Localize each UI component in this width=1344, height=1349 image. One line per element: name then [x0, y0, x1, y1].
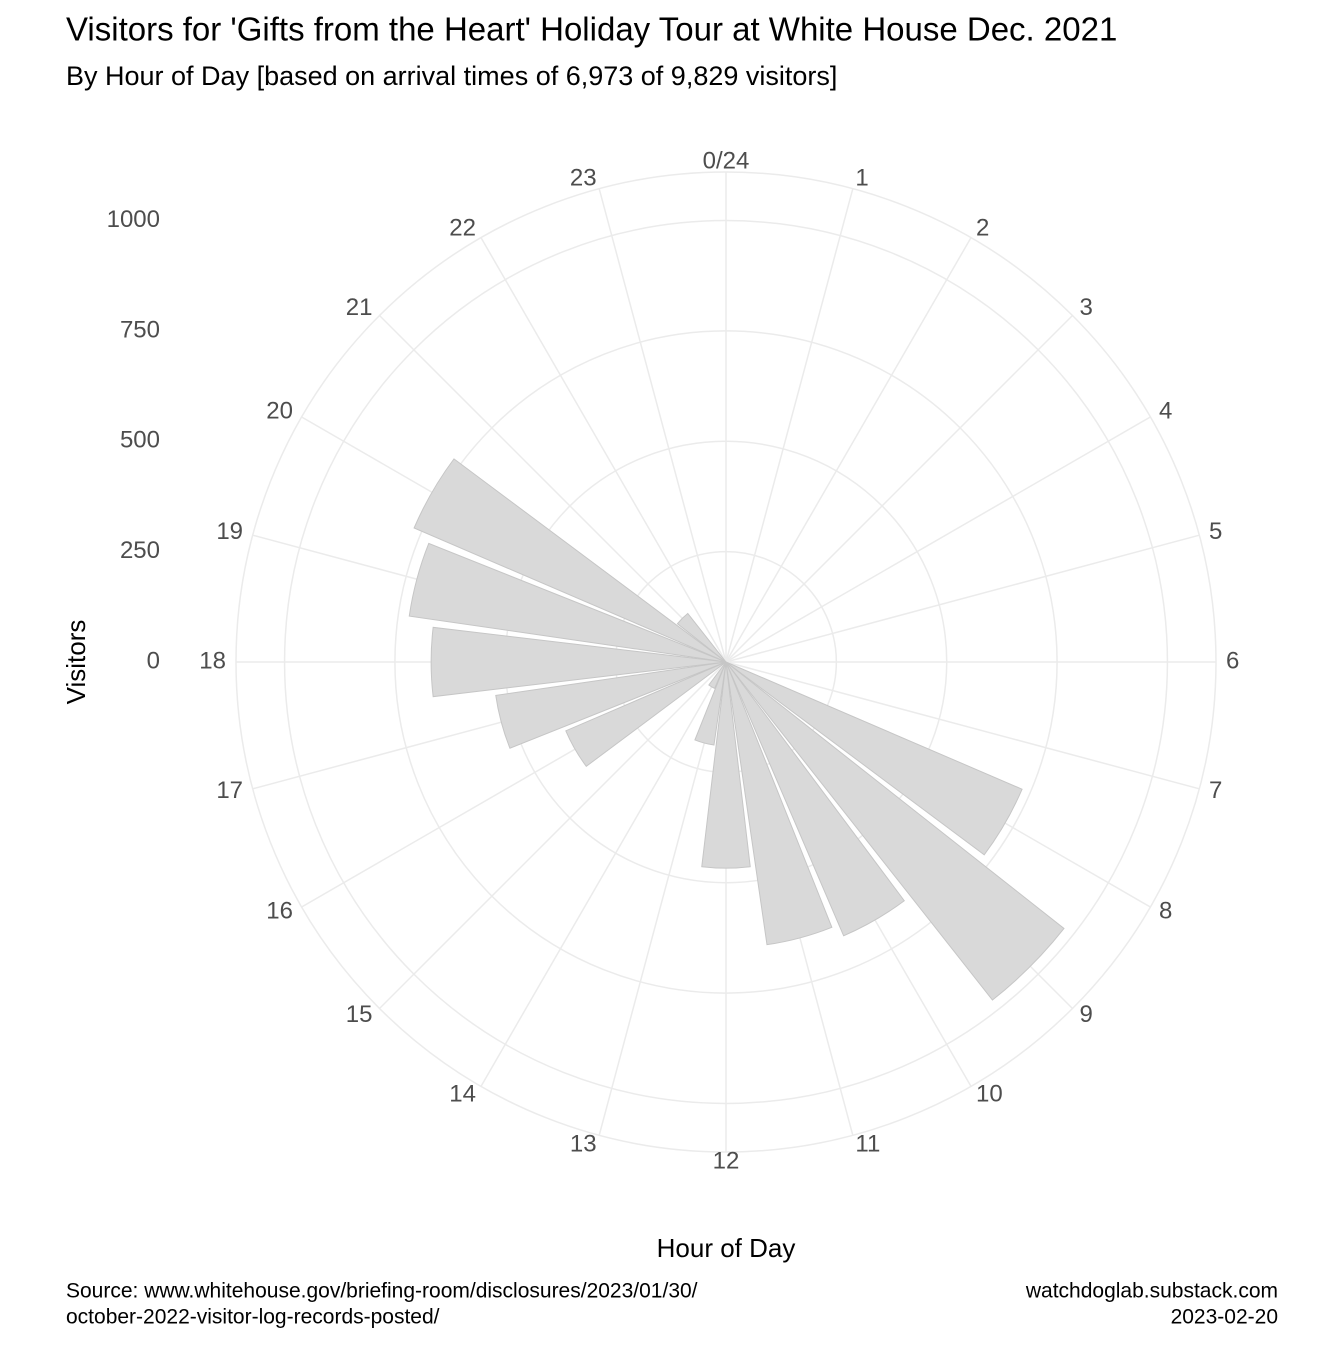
- x-tick-label: 16: [266, 897, 293, 924]
- x-tick-label: 23: [570, 164, 597, 191]
- bar: [694, 661, 727, 746]
- x-tick-label: 11: [855, 1130, 880, 1157]
- x-tick-label: 2: [976, 214, 989, 241]
- x-tick-label: 22: [449, 214, 476, 241]
- bar: [725, 661, 905, 937]
- y-tick-label: 0: [147, 647, 160, 674]
- bar: [725, 661, 1065, 1001]
- y-tick-label: 1000: [107, 206, 160, 233]
- grid-spoke: [725, 237, 972, 663]
- y-tick-label: 750: [120, 316, 160, 343]
- x-tick-label: 0/24: [703, 147, 750, 174]
- x-tick-label: 17: [216, 777, 243, 804]
- y-tick-label: 250: [120, 537, 160, 564]
- grid-spoke: [480, 661, 727, 1087]
- y-axis-label: Visitors: [61, 620, 91, 705]
- caption: october-2022-visitor-log-records-posted/: [66, 1306, 440, 1329]
- grid-spoke: [725, 314, 1074, 663]
- x-tick-label: 12: [713, 1147, 740, 1174]
- x-tick-label: 7: [1209, 777, 1222, 804]
- bar: [565, 661, 727, 768]
- bar: [430, 626, 727, 698]
- bar: [708, 661, 727, 690]
- bar: [408, 542, 727, 663]
- grid-spoke: [480, 237, 727, 663]
- x-tick-label: 21: [346, 294, 373, 321]
- x-tick-label: 18: [199, 647, 226, 674]
- chart-title: Visitors for 'Gifts from the Heart' Holi…: [66, 11, 1117, 48]
- y-tick-label: 500: [120, 427, 160, 454]
- chart-subtitle: By Hour of Day [based on arrival times o…: [66, 61, 837, 91]
- grid-spoke: [725, 416, 1151, 663]
- x-tick-label: 8: [1159, 897, 1172, 924]
- x-tick-label: 15: [346, 1001, 373, 1028]
- x-tick-label: 20: [266, 397, 293, 424]
- x-tick-label: 9: [1080, 1001, 1093, 1028]
- grid-spoke: [378, 314, 727, 663]
- x-tick-label: 14: [449, 1080, 476, 1107]
- x-tick-label: 19: [216, 518, 243, 545]
- grid-spoke: [725, 661, 1200, 790]
- grid-spoke: [725, 534, 1200, 663]
- grid-spoke: [725, 188, 854, 663]
- x-tick-label: 10: [976, 1080, 1003, 1107]
- bar: [413, 458, 727, 663]
- x-tick-label: 5: [1209, 518, 1222, 545]
- bar: [725, 661, 1023, 856]
- caption: Source: www.whitehouse.gov/briefing-room…: [66, 1280, 698, 1303]
- bar: [495, 661, 727, 749]
- grid-spoke: [378, 661, 727, 1010]
- bar: [676, 612, 727, 663]
- grid-spoke: [598, 188, 727, 663]
- x-tick-label: 6: [1226, 647, 1239, 674]
- caption: 2023-02-20: [1171, 1306, 1278, 1329]
- bar: [725, 661, 833, 946]
- caption: watchdoglab.substack.com: [1025, 1280, 1278, 1303]
- bar: [701, 661, 751, 869]
- x-axis-label: Hour of Day: [657, 1233, 796, 1263]
- x-tick-label: 1: [855, 164, 868, 191]
- x-tick-label: 4: [1159, 397, 1172, 424]
- x-tick-label: 3: [1080, 294, 1093, 321]
- x-tick-label: 13: [570, 1130, 597, 1157]
